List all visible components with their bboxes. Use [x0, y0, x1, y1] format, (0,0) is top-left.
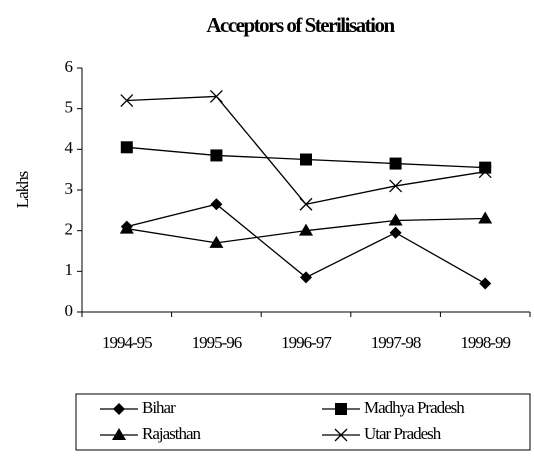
marker — [479, 161, 492, 174]
marker — [209, 90, 223, 103]
legend-label: Bihar — [142, 398, 176, 417]
y-tick-label: 3 — [65, 179, 73, 198]
legend-label: Madhya Pradesh — [364, 398, 465, 417]
marker — [119, 221, 134, 234]
x-tick-label: 1997-98 — [371, 333, 421, 352]
x-tick-label: 1996-97 — [281, 333, 332, 352]
x-tick-label: 1995-96 — [192, 333, 242, 352]
marker — [299, 223, 313, 236]
y-tick-label: 0 — [65, 301, 73, 320]
legend-marker — [113, 403, 125, 415]
y-tick-label: 1 — [65, 260, 73, 279]
x-tick-label: 1998-99 — [460, 333, 510, 352]
marker — [388, 213, 403, 226]
legend-box — [75, 393, 531, 451]
marker — [300, 271, 312, 284]
marker — [478, 211, 493, 224]
y-tick-label: 4 — [65, 138, 74, 157]
marker — [479, 277, 492, 290]
marker — [478, 165, 492, 179]
y-axis-label: Lakhs — [13, 171, 32, 208]
legend-marker — [334, 428, 348, 442]
marker — [210, 149, 223, 162]
marker — [389, 226, 402, 239]
legend-label: Rajasthan — [142, 424, 202, 443]
x-tick-label: 1994-95 — [102, 333, 152, 352]
marker — [389, 157, 402, 170]
y-tick-label: 6 — [65, 57, 73, 76]
chart-title: Acceptors of Sterilisation — [206, 13, 395, 37]
y-tick-label: 2 — [65, 220, 73, 239]
legend-marker — [335, 403, 347, 415]
marker — [209, 235, 224, 248]
marker — [299, 197, 313, 211]
legend-label: Utar Pradesh — [364, 424, 442, 443]
legend-marker — [112, 428, 126, 440]
series-line — [126, 95, 486, 205]
marker — [389, 179, 403, 193]
marker — [120, 94, 134, 107]
marker — [210, 198, 223, 211]
marker — [300, 153, 312, 166]
y-tick-label: 5 — [65, 98, 73, 117]
marker — [120, 141, 133, 154]
